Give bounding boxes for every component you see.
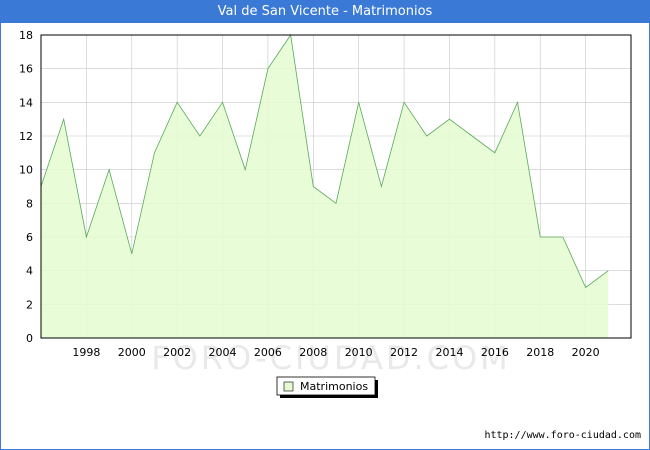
x-tick-label-2016: 2016 xyxy=(481,346,509,359)
x-tick-label-2002: 2002 xyxy=(163,346,191,359)
axis-ticks: 0 2 4 6 8 10 12 14 16 18 1998 2000 2002 2004 2006 2008 2… xyxy=(19,29,600,359)
legend: Matrimonios xyxy=(276,376,378,398)
x-tick-label-2006: 2006 xyxy=(254,346,282,359)
y-tick-label-4: 4 xyxy=(26,265,33,278)
plot-border xyxy=(40,34,632,339)
x-tick-label-2012: 2012 xyxy=(390,346,418,359)
y-tick-label-2: 2 xyxy=(26,298,33,311)
watermark: FORO-CIUDAD.COM xyxy=(151,339,511,377)
y-tick-label-12: 12 xyxy=(19,130,33,143)
area-fill-matrimonios xyxy=(41,35,609,338)
y-tick-label-0: 0 xyxy=(26,332,33,345)
x-tick-label-2004: 2004 xyxy=(209,346,237,359)
y-tick-label-6: 6 xyxy=(26,231,33,244)
x-tick-label-2014: 2014 xyxy=(435,346,463,359)
footer-url: http://www.foro-ciudad.com xyxy=(484,430,641,441)
x-tick-label-2010: 2010 xyxy=(345,346,373,359)
y-tick-label-8: 8 xyxy=(26,197,33,210)
x-tick-label-2020: 2020 xyxy=(572,346,600,359)
legend-label: Matrimonios xyxy=(300,380,368,393)
y-tick-label-14: 14 xyxy=(19,96,33,109)
line-matrimonios xyxy=(40,33,609,289)
chart-title: Val de San Vicente - Matrimonios xyxy=(1,1,649,23)
legend-box xyxy=(276,376,376,396)
x-tick-label-1998: 1998 xyxy=(72,346,100,359)
x-tick-label-2018: 2018 xyxy=(526,346,554,359)
y-tick-label-16: 16 xyxy=(19,63,33,76)
legend-swatch xyxy=(283,381,294,392)
y-tick-label-10: 10 xyxy=(19,164,33,177)
x-tick-label-2000: 2000 xyxy=(118,346,146,359)
y-tick-label-18: 18 xyxy=(19,29,33,42)
x-tick-label-2008: 2008 xyxy=(299,346,327,359)
